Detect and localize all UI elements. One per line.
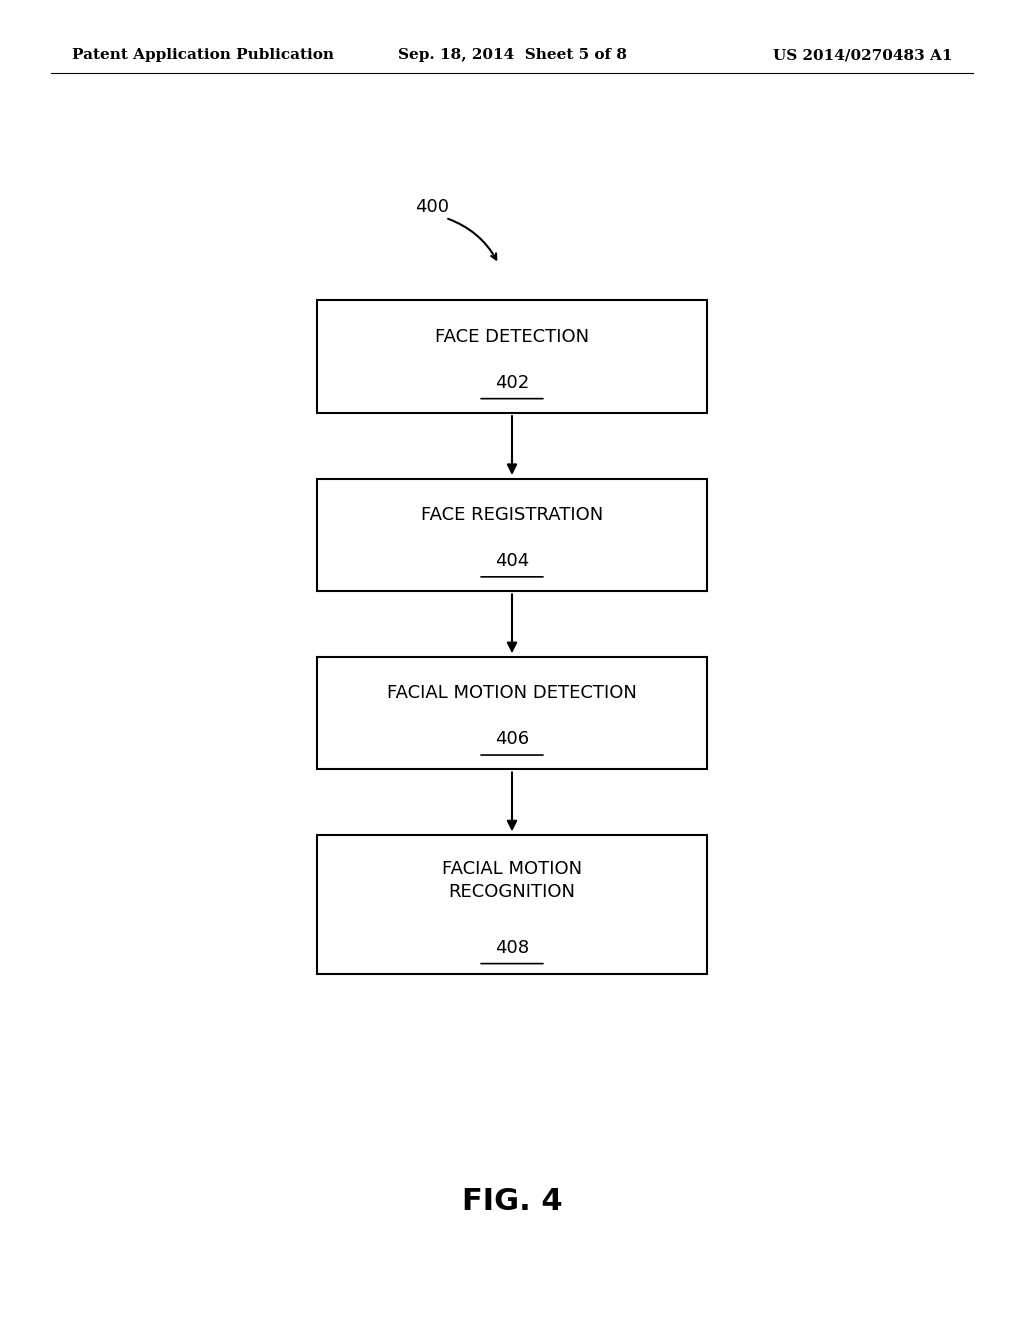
Text: 402: 402	[495, 374, 529, 392]
Text: US 2014/0270483 A1: US 2014/0270483 A1	[773, 49, 952, 62]
FancyBboxPatch shape	[317, 301, 707, 412]
FancyBboxPatch shape	[317, 836, 707, 974]
Text: Sep. 18, 2014  Sheet 5 of 8: Sep. 18, 2014 Sheet 5 of 8	[397, 49, 627, 62]
Text: 404: 404	[495, 552, 529, 570]
Text: FACE REGISTRATION: FACE REGISTRATION	[421, 506, 603, 524]
Text: 408: 408	[495, 939, 529, 957]
Text: FACIAL MOTION DETECTION: FACIAL MOTION DETECTION	[387, 684, 637, 702]
Text: Patent Application Publication: Patent Application Publication	[72, 49, 334, 62]
Text: FIG. 4: FIG. 4	[462, 1187, 562, 1216]
FancyBboxPatch shape	[317, 479, 707, 591]
FancyBboxPatch shape	[317, 656, 707, 768]
Text: FACIAL MOTION
RECOGNITION: FACIAL MOTION RECOGNITION	[442, 859, 582, 902]
Text: 400: 400	[415, 198, 449, 216]
Text: 406: 406	[495, 730, 529, 748]
Text: FACE DETECTION: FACE DETECTION	[435, 327, 589, 346]
